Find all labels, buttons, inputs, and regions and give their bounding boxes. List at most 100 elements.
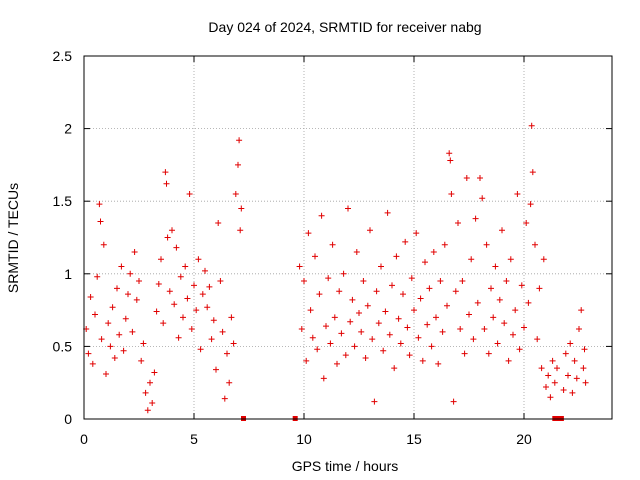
data-point	[554, 365, 560, 372]
data-point	[419, 357, 426, 364]
x-tick-label: 20	[516, 431, 532, 447]
data-point	[411, 307, 417, 314]
data-point	[177, 273, 184, 280]
data-point	[400, 291, 406, 298]
data-point	[468, 256, 475, 263]
data-point	[232, 190, 239, 197]
data-point	[111, 355, 118, 362]
data-point	[581, 346, 588, 353]
data-point	[342, 352, 349, 359]
data-point	[151, 369, 158, 376]
data-point	[149, 400, 156, 407]
data-point	[92, 311, 98, 318]
data-point	[551, 379, 558, 386]
data-point	[109, 304, 116, 311]
data-point	[360, 278, 367, 285]
data-point	[312, 253, 318, 260]
data-point	[536, 285, 543, 292]
data-point	[238, 205, 245, 212]
chart-title: Day 024 of 2024, SRMTID for receiver nab…	[208, 19, 481, 35]
data-point	[367, 227, 373, 234]
data-point	[206, 283, 213, 290]
data-point	[528, 122, 535, 129]
data-point	[147, 379, 153, 386]
data-point	[426, 285, 433, 292]
data-point	[433, 314, 439, 321]
data-point	[136, 278, 142, 285]
y-tick-label: 2.5	[53, 48, 73, 64]
data-point	[408, 275, 415, 282]
data-point	[160, 320, 167, 327]
y-tick-label: 2	[64, 121, 72, 137]
data-point	[404, 324, 411, 331]
x-tick-label: 10	[296, 431, 312, 447]
y-axis-label: SRMTID / TECUs	[5, 183, 21, 293]
data-point	[499, 227, 505, 234]
data-point	[298, 325, 305, 332]
data-point	[96, 201, 103, 208]
data-point	[516, 346, 523, 353]
data-point	[236, 137, 243, 144]
data-point	[371, 398, 378, 405]
data-point	[444, 302, 450, 309]
data-point	[538, 365, 545, 372]
data-point	[503, 278, 510, 285]
data-point	[334, 360, 340, 367]
data-point	[430, 249, 437, 256]
data-point	[120, 347, 127, 354]
data-point	[384, 209, 391, 216]
data-point	[415, 334, 422, 341]
data-point	[163, 180, 170, 187]
grid-lines	[84, 56, 612, 419]
data-point	[496, 296, 503, 303]
data-point	[545, 372, 552, 379]
data-point	[540, 256, 547, 263]
data-point	[182, 263, 189, 270]
data-point	[202, 267, 208, 274]
data-point	[210, 317, 217, 324]
data-point	[356, 310, 362, 317]
data-point	[446, 150, 453, 157]
plot-frame	[83, 55, 613, 420]
data-point	[477, 174, 483, 181]
data-point	[301, 278, 307, 285]
data-point	[375, 320, 382, 327]
data-point	[204, 304, 211, 311]
y-tick-label: 0.5	[53, 338, 73, 354]
data-point	[164, 234, 171, 241]
data-point	[351, 343, 358, 350]
data-point	[578, 307, 585, 314]
data-point	[417, 295, 424, 302]
data-point	[197, 346, 204, 353]
data-point	[305, 230, 312, 237]
data-point	[459, 278, 466, 285]
data-point	[373, 288, 380, 295]
data-point	[488, 285, 494, 292]
data-point	[316, 291, 323, 298]
axis-ticks	[83, 55, 612, 420]
data-point	[543, 384, 549, 391]
data-point	[325, 275, 332, 282]
data-point	[327, 340, 334, 347]
data-point	[127, 270, 134, 277]
data-point	[221, 395, 228, 402]
data-point	[224, 350, 230, 357]
data-point	[470, 336, 477, 343]
data-point	[380, 347, 387, 354]
data-point	[521, 324, 527, 331]
y-tick-labels: 0 0.5 1 1.5 2 2.5	[53, 48, 73, 427]
data-point	[349, 296, 356, 303]
data-point	[153, 308, 160, 315]
data-point	[347, 318, 354, 325]
data-point	[481, 325, 488, 332]
y-tick-label: 1	[64, 266, 72, 282]
data-point	[133, 296, 140, 303]
data-point	[532, 241, 538, 248]
data-point	[549, 357, 556, 364]
data-point	[87, 294, 94, 301]
data-point	[567, 340, 574, 347]
data-point	[450, 398, 457, 405]
data-point	[226, 379, 233, 386]
data-point	[219, 328, 226, 335]
data-point	[582, 379, 589, 386]
